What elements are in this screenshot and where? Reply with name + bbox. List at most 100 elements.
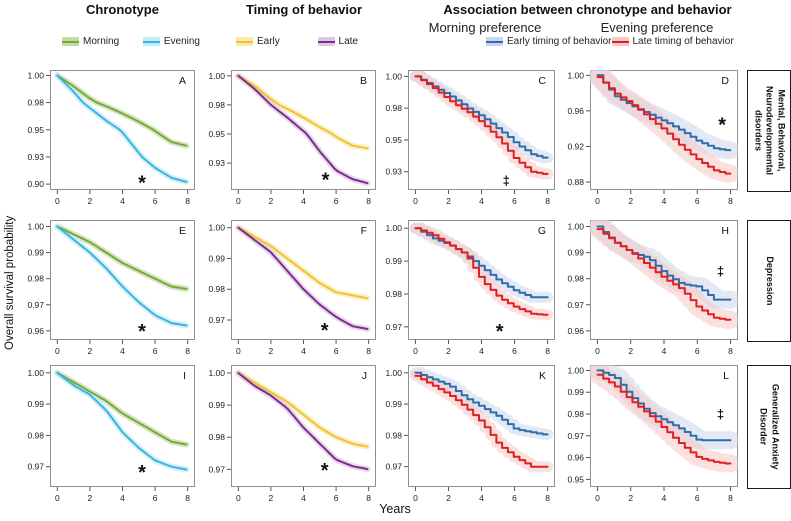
column-title-association: Association between chronotype and behav… [443, 2, 732, 17]
svg-text:4: 4 [479, 346, 484, 356]
panel-letter: D [721, 75, 729, 87]
panel-L: 1.00 0.99 0.98 0.97 0.96 0.95 0 2 4 6 8 ‡ L [560, 365, 746, 510]
svg-text:1.00: 1.00 [208, 368, 225, 378]
svg-text:0.96: 0.96 [567, 106, 584, 116]
legend-label: Late [338, 36, 358, 47]
svg-text:0.97: 0.97 [27, 300, 44, 310]
svg-text:0.99: 0.99 [385, 256, 402, 266]
svg-text:2: 2 [88, 346, 93, 356]
svg-text:2: 2 [446, 346, 451, 356]
legend-swatch-icon [317, 37, 335, 46]
svg-text:8: 8 [185, 346, 190, 356]
legend-item-late: Late [317, 36, 358, 47]
panel-D: 1.00 0.96 0.92 0.88 0 2 4 6 8 * D [560, 70, 746, 213]
svg-text:0.98: 0.98 [208, 284, 225, 294]
svg-text:0.99: 0.99 [567, 387, 584, 397]
svg-text:4: 4 [301, 196, 306, 206]
svg-text:1.00: 1.00 [385, 368, 402, 378]
svg-text:4: 4 [120, 493, 125, 503]
svg-text:0.99: 0.99 [567, 248, 584, 258]
significance-marker: * [138, 321, 146, 343]
svg-text:8: 8 [545, 493, 550, 503]
svg-text:8: 8 [545, 346, 550, 356]
svg-text:0.97: 0.97 [385, 462, 402, 472]
svg-text:1.00: 1.00 [208, 223, 225, 233]
panel-letter: I [183, 370, 186, 382]
legend-label: Early timing of behavior [507, 36, 612, 47]
svg-text:1.00: 1.00 [385, 223, 402, 233]
svg-text:4: 4 [479, 196, 484, 206]
panel-letter: H [721, 225, 729, 237]
significance-marker: ‡ [717, 263, 724, 278]
panel-letter: E [179, 225, 186, 237]
row-label-text: Depression [764, 256, 775, 306]
svg-text:6: 6 [512, 196, 517, 206]
panel-I: 1.00 0.99 0.98 0.97 0 2 4 6 8 * I [20, 365, 203, 510]
svg-text:6: 6 [334, 493, 339, 503]
svg-text:2: 2 [269, 493, 274, 503]
svg-text:1.00: 1.00 [27, 70, 44, 80]
panel-E: 1.00 0.99 0.98 0.97 0.96 0 2 4 6 8 * E [20, 220, 203, 363]
svg-text:0.99: 0.99 [385, 399, 402, 409]
svg-text:0.97: 0.97 [208, 315, 225, 325]
svg-text:8: 8 [366, 346, 371, 356]
svg-text:8: 8 [728, 196, 733, 206]
significance-marker: * [138, 173, 146, 195]
svg-text:0.90: 0.90 [27, 179, 44, 189]
svg-text:4: 4 [662, 196, 667, 206]
legend-swatch-icon [486, 37, 503, 46]
legend-item-late-timing-of-behavior: Late timing of behavior [611, 36, 734, 47]
panel-letter: F [361, 225, 367, 237]
svg-text:0.98: 0.98 [385, 103, 402, 113]
svg-text:6: 6 [153, 196, 158, 206]
svg-text:0.95: 0.95 [27, 125, 44, 135]
svg-text:1.00: 1.00 [567, 222, 584, 232]
svg-text:0.93: 0.93 [385, 167, 402, 177]
legend-item-evening: Evening [142, 36, 200, 47]
subheader-evening-preference: Evening preference [600, 20, 714, 35]
svg-text:6: 6 [695, 493, 700, 503]
svg-text:0.93: 0.93 [27, 152, 44, 162]
svg-text:4: 4 [301, 346, 306, 356]
svg-text:0.98: 0.98 [27, 98, 44, 108]
svg-text:4: 4 [662, 346, 667, 356]
panel-F: 1.00 0.99 0.98 0.97 0 2 4 6 8 * F [201, 220, 384, 363]
svg-text:8: 8 [185, 493, 190, 503]
svg-text:0.88: 0.88 [567, 177, 584, 187]
legend-timing: Early Late [236, 36, 358, 47]
significance-marker: ‡ [503, 173, 510, 188]
panel-letter: C [538, 75, 546, 87]
x-axis-label: Years [379, 502, 411, 516]
legend-swatch-icon [611, 37, 629, 46]
svg-text:0: 0 [236, 196, 241, 206]
legend-label: Morning [83, 36, 120, 47]
subheader-morning-preference: Morning preference [428, 20, 542, 35]
svg-text:0.99: 0.99 [208, 253, 225, 263]
svg-text:6: 6 [334, 196, 339, 206]
svg-text:0: 0 [595, 196, 600, 206]
svg-text:0.95: 0.95 [385, 135, 402, 145]
row-label-mental-behavioral: Mental, Behavioral, Neurodevelopmental d… [747, 70, 791, 192]
svg-text:1.00: 1.00 [567, 365, 584, 375]
svg-text:2: 2 [88, 196, 93, 206]
legend-label: Late timing of behavior [632, 36, 734, 47]
svg-text:6: 6 [695, 196, 700, 206]
svg-text:0.99: 0.99 [27, 248, 44, 258]
svg-text:4: 4 [479, 493, 484, 503]
svg-text:1.00: 1.00 [567, 70, 584, 80]
panel-B: 1.00 0.98 0.95 0.93 0 2 4 6 8 * B [201, 70, 384, 213]
svg-text:0.98: 0.98 [567, 409, 584, 419]
svg-text:2: 2 [628, 346, 633, 356]
svg-text:6: 6 [334, 346, 339, 356]
panel-letter: K [539, 370, 546, 382]
row-label-text: Generalized Anxiety Disorder [759, 384, 781, 470]
svg-text:0: 0 [55, 196, 60, 206]
svg-text:0.98: 0.98 [27, 430, 44, 440]
svg-text:0: 0 [413, 493, 418, 503]
svg-text:0.99: 0.99 [208, 400, 225, 410]
svg-text:0.98: 0.98 [385, 430, 402, 440]
svg-text:4: 4 [120, 346, 125, 356]
svg-text:0.98: 0.98 [567, 274, 584, 284]
